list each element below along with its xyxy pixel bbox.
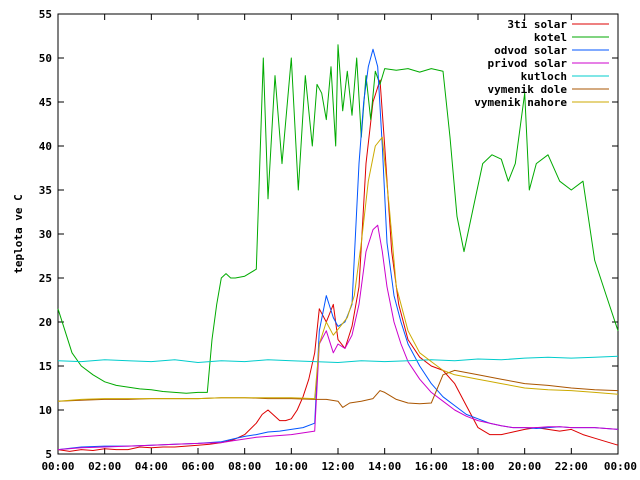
series-line-kotel <box>57 44 619 394</box>
x-tick-label: 10:00 <box>275 460 308 473</box>
series-line-vymenik-nahore <box>57 136 619 402</box>
y-tick-label: 15 <box>39 360 52 373</box>
y-axis-label: teplota ve C <box>12 194 25 273</box>
y-tick-label: 10 <box>39 404 52 417</box>
y-tick-labels: 5 10 15 20 25 30 35 40 45 50 55 <box>39 8 52 461</box>
y-tick-label: 45 <box>39 96 52 109</box>
y-tick-label: 35 <box>39 184 52 197</box>
legend-label: odvod solar <box>494 44 567 57</box>
series-line-privod-solar <box>57 224 619 451</box>
x-tick-label: 04:00 <box>135 460 168 473</box>
y-tick-label: 20 <box>39 316 52 329</box>
x-tick-label: 20:00 <box>508 460 541 473</box>
x-tick-label: 02:00 <box>88 460 121 473</box>
y-tick-label: 40 <box>39 140 52 153</box>
x-tick-label: 22:00 <box>555 460 588 473</box>
x-tick-label: 14:00 <box>368 460 401 473</box>
y-tick-label: 5 <box>45 448 52 461</box>
y-tick-label: 55 <box>39 8 52 21</box>
x-tick-label: 12:00 <box>321 460 354 473</box>
y-tick-label: 30 <box>39 228 52 241</box>
legend-label: kotel <box>534 31 567 44</box>
tick-marks <box>57 13 619 455</box>
series-line-kutloch <box>57 355 619 363</box>
y-tick-label: 50 <box>39 52 52 65</box>
legend-label: privod solar <box>488 57 568 70</box>
x-tick-label: 00:00 <box>604 460 637 473</box>
x-tick-label: 18:00 <box>461 460 494 473</box>
x-tick-label: 00:00 <box>41 460 74 473</box>
series-line-3ti-solar <box>57 79 619 452</box>
y-tick-label: 25 <box>39 272 52 285</box>
x-tick-label: 08:00 <box>228 460 261 473</box>
x-tick-label: 06:00 <box>181 460 214 473</box>
legend-label: 3ti solar <box>507 18 567 31</box>
legend-label: vymenik dole <box>488 83 568 96</box>
series-lines <box>57 44 619 452</box>
x-tick-label: 16:00 <box>415 460 448 473</box>
x-tick-labels: 00:00 02:00 04:00 06:00 08:00 10:00 12:00 14:00… <box>41 460 637 473</box>
legend-label: kutloch <box>521 70 567 83</box>
legend-label: vymenik nahore <box>474 96 567 109</box>
